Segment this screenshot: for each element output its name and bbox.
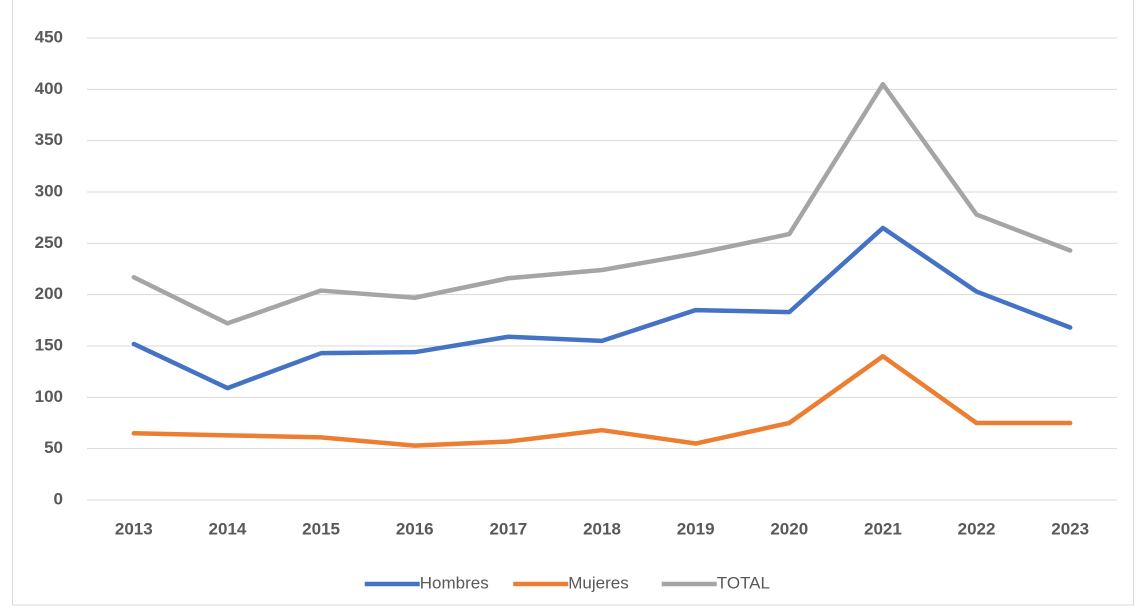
x-tick-label: 2020 [770,519,808,538]
y-tick-label: 400 [35,79,63,98]
y-tick-label: 100 [35,387,63,406]
y-tick-label: 300 [35,181,63,200]
y-tick-label: 0 [54,489,63,508]
series-line [131,225,1073,391]
x-tick-label: 2021 [864,519,902,538]
x-tick-label: 2013 [115,519,153,538]
x-tick-label: 2017 [489,519,527,538]
x-tick-label: 2023 [1051,519,1089,538]
x-tick-label: 2014 [209,519,247,538]
y-tick-label: 250 [35,233,63,252]
y-tick-label: 450 [35,27,63,46]
x-tick-label: 2022 [958,519,996,538]
x-tick-label: 2019 [677,519,715,538]
series-line [131,354,1073,448]
y-tick-label: 50 [44,438,63,457]
x-tick-label: 2016 [396,519,434,538]
y-tick-label: 150 [35,335,63,354]
legend-label: TOTAL [717,573,770,592]
legend-label: Hombres [420,573,489,592]
legend-label: Mujeres [568,573,628,592]
x-tick-label: 2015 [302,519,340,538]
y-tick-label: 200 [35,284,63,303]
series-line [131,81,1073,326]
chart-frame [12,0,1134,606]
x-tick-label: 2018 [583,519,621,538]
y-tick-label: 350 [35,130,63,149]
